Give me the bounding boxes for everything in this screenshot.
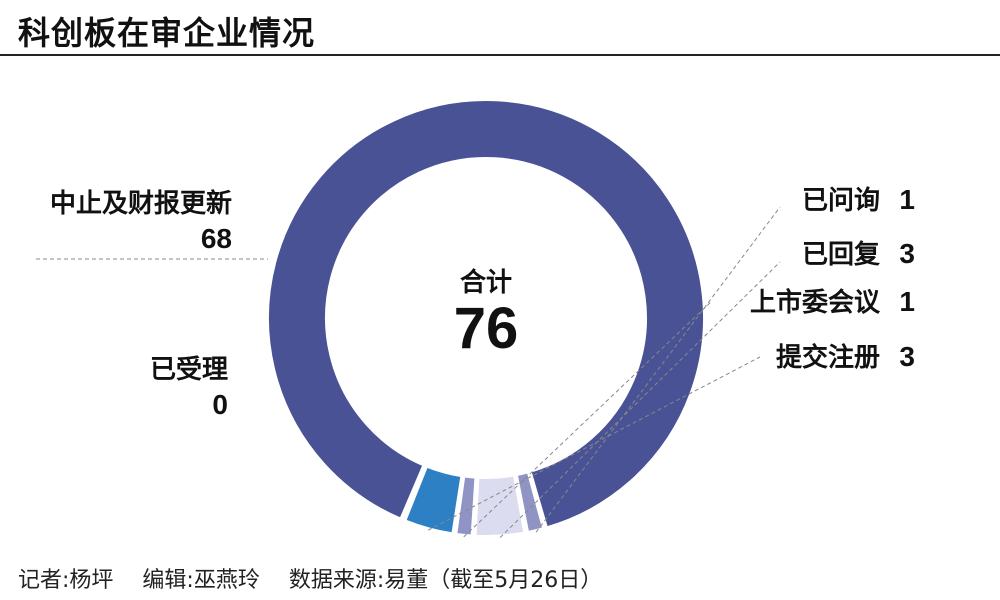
center-label: 合计 (460, 267, 512, 297)
leader-line-3 (463, 300, 713, 538)
slice-label-0: 已受理 (150, 354, 228, 384)
leader-lines (36, 206, 781, 538)
slice-value-2: 3 (899, 238, 915, 269)
slice-4 (404, 465, 463, 535)
leader-line-1 (535, 206, 781, 533)
reporter-credit: 记者:杨坪 (18, 568, 114, 593)
footer-credits: 记者:杨坪 编辑:巫燕玲 数据来源:易董（截至5月26日） (18, 562, 624, 594)
slice-label-5: 中止及财报更新 (50, 188, 232, 218)
title-divider (0, 54, 1000, 56)
slice-label-4: 提交注册 (776, 342, 880, 372)
slice-2 (474, 474, 526, 537)
chart-title: 科创板在审企业情况 (18, 14, 316, 52)
slice-5 (267, 99, 705, 529)
slice-labels: 已受理 0 已问询 1 已回复 3 上市委会议 1 提交注册 3 中止及财报更新 68 (50, 184, 915, 420)
slice-value-0: 0 (212, 389, 228, 420)
slice-label-1: 已问询 (802, 185, 880, 215)
center-total: 76 (454, 296, 519, 361)
slice-value-5: 68 (201, 223, 232, 254)
slice-label-3: 上市委会议 (750, 287, 881, 317)
slice-value-3: 1 (899, 286, 915, 317)
slice-label-2: 已回复 (802, 239, 881, 269)
editor-credit: 编辑:巫燕玲 (142, 568, 260, 593)
source-credit: 数据来源:易董（截至5月26日） (288, 568, 603, 593)
slice-value-1: 1 (899, 184, 915, 215)
slice-value-4: 3 (899, 341, 915, 372)
leader-line-2 (499, 261, 781, 538)
slice-3 (455, 475, 477, 537)
